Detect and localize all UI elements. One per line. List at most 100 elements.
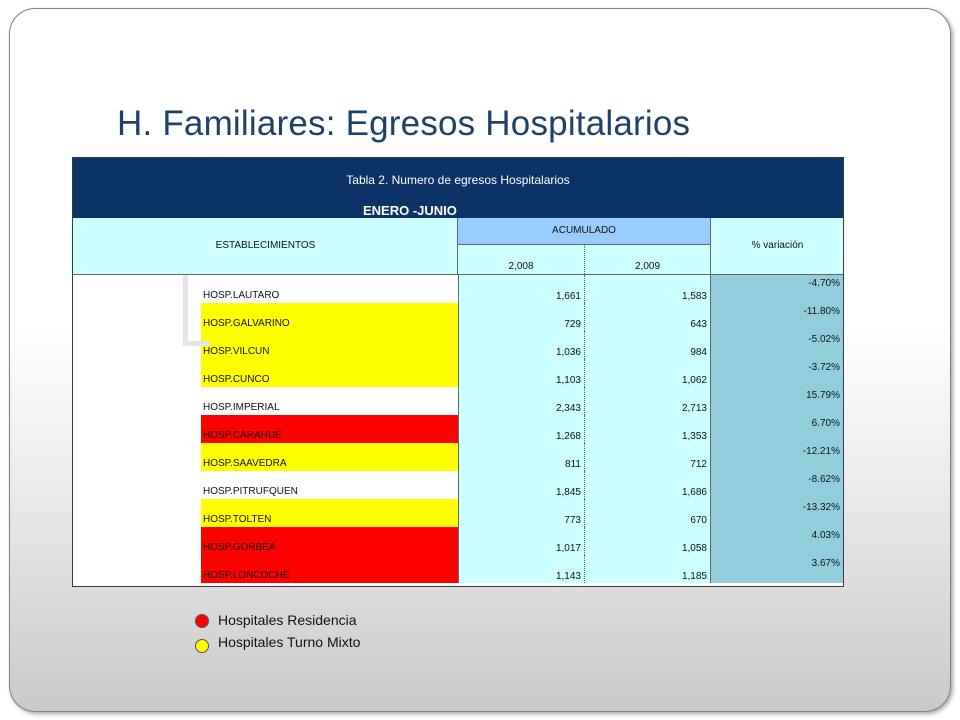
establecimiento-cell: HOSP.CUNCO — [201, 359, 458, 387]
establecimiento-cell: HOSP.GALVARINO — [201, 303, 458, 331]
slide-title: H. Familiares: Egresos Hospitalarios — [117, 104, 691, 143]
value-2009: 643 — [690, 319, 707, 330]
value-2008: 1,268 — [555, 431, 581, 442]
value-2008-cell: 1,661 — [458, 275, 585, 303]
establecimiento-cell: HOSP.SAAVEDRA — [201, 443, 458, 471]
value-2009-cell: 1,185 — [585, 555, 710, 583]
column-header-year-2009-label: 2,009 — [634, 261, 661, 272]
value-2009: 670 — [690, 515, 707, 526]
variacion-cell: -13.32% — [710, 499, 843, 527]
establecimiento-cell: HOSP.PITRUFQUEN — [201, 471, 458, 499]
egresos-table: Tabla 2. Numero de egresos Hospitalarios… — [72, 157, 844, 587]
variacion-value: -12.21% — [802, 446, 840, 457]
variacion-value: 4.03% — [811, 530, 840, 541]
value-2009: 712 — [690, 459, 707, 470]
variacion-value: -8.62% — [808, 474, 840, 485]
value-2009-cell: 1,686 — [585, 471, 710, 499]
variacion-value: 3.67% — [811, 558, 840, 569]
column-header-variacion: % variación — [710, 218, 843, 274]
table-row: HOSP.GALVARINO 729 643 -11.80% — [73, 303, 843, 331]
value-2009-cell: 1,062 — [585, 359, 710, 387]
value-2009: 2,713 — [681, 403, 707, 414]
value-2008: 729 — [564, 319, 581, 330]
establecimiento-name: HOSP.TOLTEN — [203, 514, 272, 525]
value-2008: 2,343 — [555, 403, 581, 414]
column-header-year-2008: 2,008 — [458, 245, 585, 274]
table-row: HOSP.PITRUFQUEN 1,845 1,686 -8.62% — [73, 471, 843, 499]
variacion-cell: 6.70% — [710, 415, 843, 443]
establecimiento-cell: HOSP.GORBEA — [201, 527, 458, 555]
value-2009-cell: 1,058 — [585, 527, 710, 555]
column-header-year-2008-label: 2,008 — [508, 261, 534, 272]
value-2008: 1,103 — [555, 375, 581, 386]
table-row: HOSP.TOLTEN 773 670 -13.32% — [73, 499, 843, 527]
establecimiento-name: HOSP.GALVARINO — [203, 318, 290, 329]
value-2009: 1,686 — [681, 487, 707, 498]
value-2009-cell: 2,713 — [585, 387, 710, 415]
establecimiento-cell: HOSP.LONCOCHE — [201, 555, 458, 583]
value-2009: 1,062 — [681, 375, 707, 386]
variacion-cell: 3.67% — [710, 555, 843, 583]
value-2008-cell: 729 — [458, 303, 585, 331]
column-header-variacion-label: % variación — [751, 240, 804, 251]
value-2008: 773 — [564, 515, 581, 526]
value-2009: 984 — [690, 347, 707, 358]
value-2008-cell: 1,143 — [458, 555, 585, 583]
variacion-cell: -11.80% — [710, 303, 843, 331]
yellow-circle-icon — [195, 639, 209, 653]
value-2009: 1,353 — [681, 431, 707, 442]
value-2008-cell: 1,103 — [458, 359, 585, 387]
value-2009-cell: 643 — [585, 303, 710, 331]
variacion-cell: -4.70% — [710, 275, 843, 303]
establecimiento-cell: HOSP.VILCUN — [201, 331, 458, 359]
column-header-year-2009: 2,009 — [585, 245, 710, 274]
variacion-value: 15.79% — [806, 390, 840, 401]
value-2008: 1,845 — [555, 487, 581, 498]
table-row: HOSP.IMPERIAL 2,343 2,713 15.79% — [73, 387, 843, 415]
establecimiento-name: HOSP.GORBEA — [203, 542, 276, 553]
value-2009: 1,185 — [681, 571, 707, 582]
establecimiento-name: HOSP.PITRUFQUEN — [203, 486, 298, 497]
column-header-establecimientos-label: ESTABLECIMIENTOS — [215, 240, 316, 251]
value-2009-cell: 1,583 — [585, 275, 710, 303]
value-2009-cell: 984 — [585, 331, 710, 359]
variacion-cell: -12.21% — [710, 443, 843, 471]
establecimiento-name: HOSP.LAUTARO — [203, 290, 280, 301]
variacion-cell: 4.03% — [710, 527, 843, 555]
table-row: HOSP.SAAVEDRA 811 712 -12.21% — [73, 443, 843, 471]
value-2008-cell: 1,036 — [458, 331, 585, 359]
variacion-value: -11.80% — [803, 306, 840, 317]
variacion-value: -4.70% — [808, 278, 840, 289]
variacion-value: 6.70% — [811, 418, 840, 429]
variacion-value: -13.32% — [802, 502, 840, 513]
establecimiento-name: HOSP.CARAHUE — [203, 430, 282, 441]
table-row: HOSP.CUNCO 1,103 1,062 -3.72% — [73, 359, 843, 387]
value-2009-cell: 1,353 — [585, 415, 710, 443]
table-header-band: Tabla 2. Numero de egresos Hospitalarios… — [73, 158, 843, 218]
establecimiento-cell: HOSP.LAUTARO — [201, 275, 458, 303]
establecimiento-cell: HOSP.CARAHUE — [201, 415, 458, 443]
legend-label-residencia: Hospitales Residencia — [218, 612, 357, 628]
value-2008-cell: 1,268 — [458, 415, 585, 443]
variacion-cell: 15.79% — [710, 387, 843, 415]
variacion-cell: -8.62% — [710, 471, 843, 499]
table-period: ENERO -JUNIO — [363, 203, 457, 218]
table-row: HOSP.VILCUN 1,036 984 -5.02% — [73, 331, 843, 359]
table-caption: Tabla 2. Numero de egresos Hospitalarios — [346, 173, 570, 187]
establecimiento-name: HOSP.CUNCO — [203, 374, 270, 385]
variacion-value: -5.02% — [808, 334, 840, 345]
establecimiento-name: HOSP.LONCOCHE — [203, 570, 290, 581]
establecimiento-name: HOSP.VILCUN — [203, 346, 270, 357]
variacion-cell: -5.02% — [710, 331, 843, 359]
value-2009: 1,583 — [681, 291, 707, 302]
establecimiento-name: HOSP.IMPERIAL — [203, 402, 280, 413]
value-2008: 811 — [565, 459, 581, 470]
value-2009: 1,058 — [681, 543, 707, 554]
value-2008: 1,017 — [555, 543, 581, 554]
establecimiento-cell: HOSP.IMPERIAL — [201, 387, 458, 415]
column-header-establecimientos: ESTABLECIMIENTOS — [73, 218, 458, 274]
table-row: HOSP.GORBEA 1,017 1,058 4.03% — [73, 527, 843, 555]
variacion-cell: -3.72% — [710, 359, 843, 387]
value-2008-cell: 811 — [458, 443, 585, 471]
variacion-value: -3.72% — [808, 362, 840, 373]
